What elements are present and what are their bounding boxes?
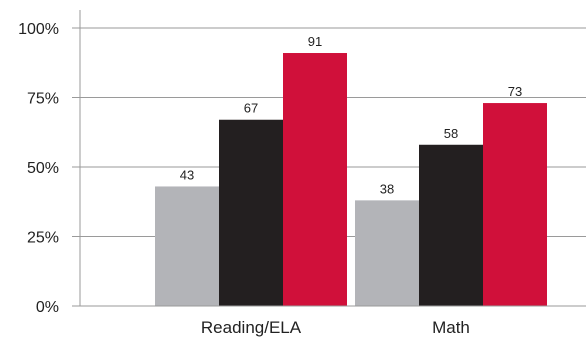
bar-value-label: 67 — [244, 101, 258, 116]
bar-value-label: 43 — [180, 167, 194, 182]
bar — [219, 119, 283, 307]
bar — [419, 144, 483, 306]
bar-value-label: 91 — [308, 34, 322, 49]
bar — [483, 103, 547, 306]
y-tick-label: 0% — [36, 299, 59, 316]
y-tick-label: 75% — [27, 91, 59, 108]
y-axis-ticks: 0% 25% 50% 75% 100% — [18, 21, 80, 316]
bar-value-label: 73 — [508, 84, 522, 99]
bar — [283, 53, 347, 306]
y-tick-label: 100% — [18, 21, 59, 38]
bar — [155, 186, 219, 306]
data-labels: 43 67 91 38 58 73 — [180, 34, 522, 196]
bar-value-label: 58 — [444, 126, 458, 141]
x-category-label: Reading/ELA — [201, 318, 302, 337]
y-tick-label: 25% — [27, 230, 59, 247]
bars — [155, 53, 547, 307]
bar — [355, 200, 419, 306]
x-category-label: Math — [432, 318, 470, 337]
bar-value-label: 38 — [380, 181, 394, 196]
y-tick-label: 50% — [27, 160, 59, 177]
x-axis-categories: Reading/ELA Math — [201, 318, 470, 337]
